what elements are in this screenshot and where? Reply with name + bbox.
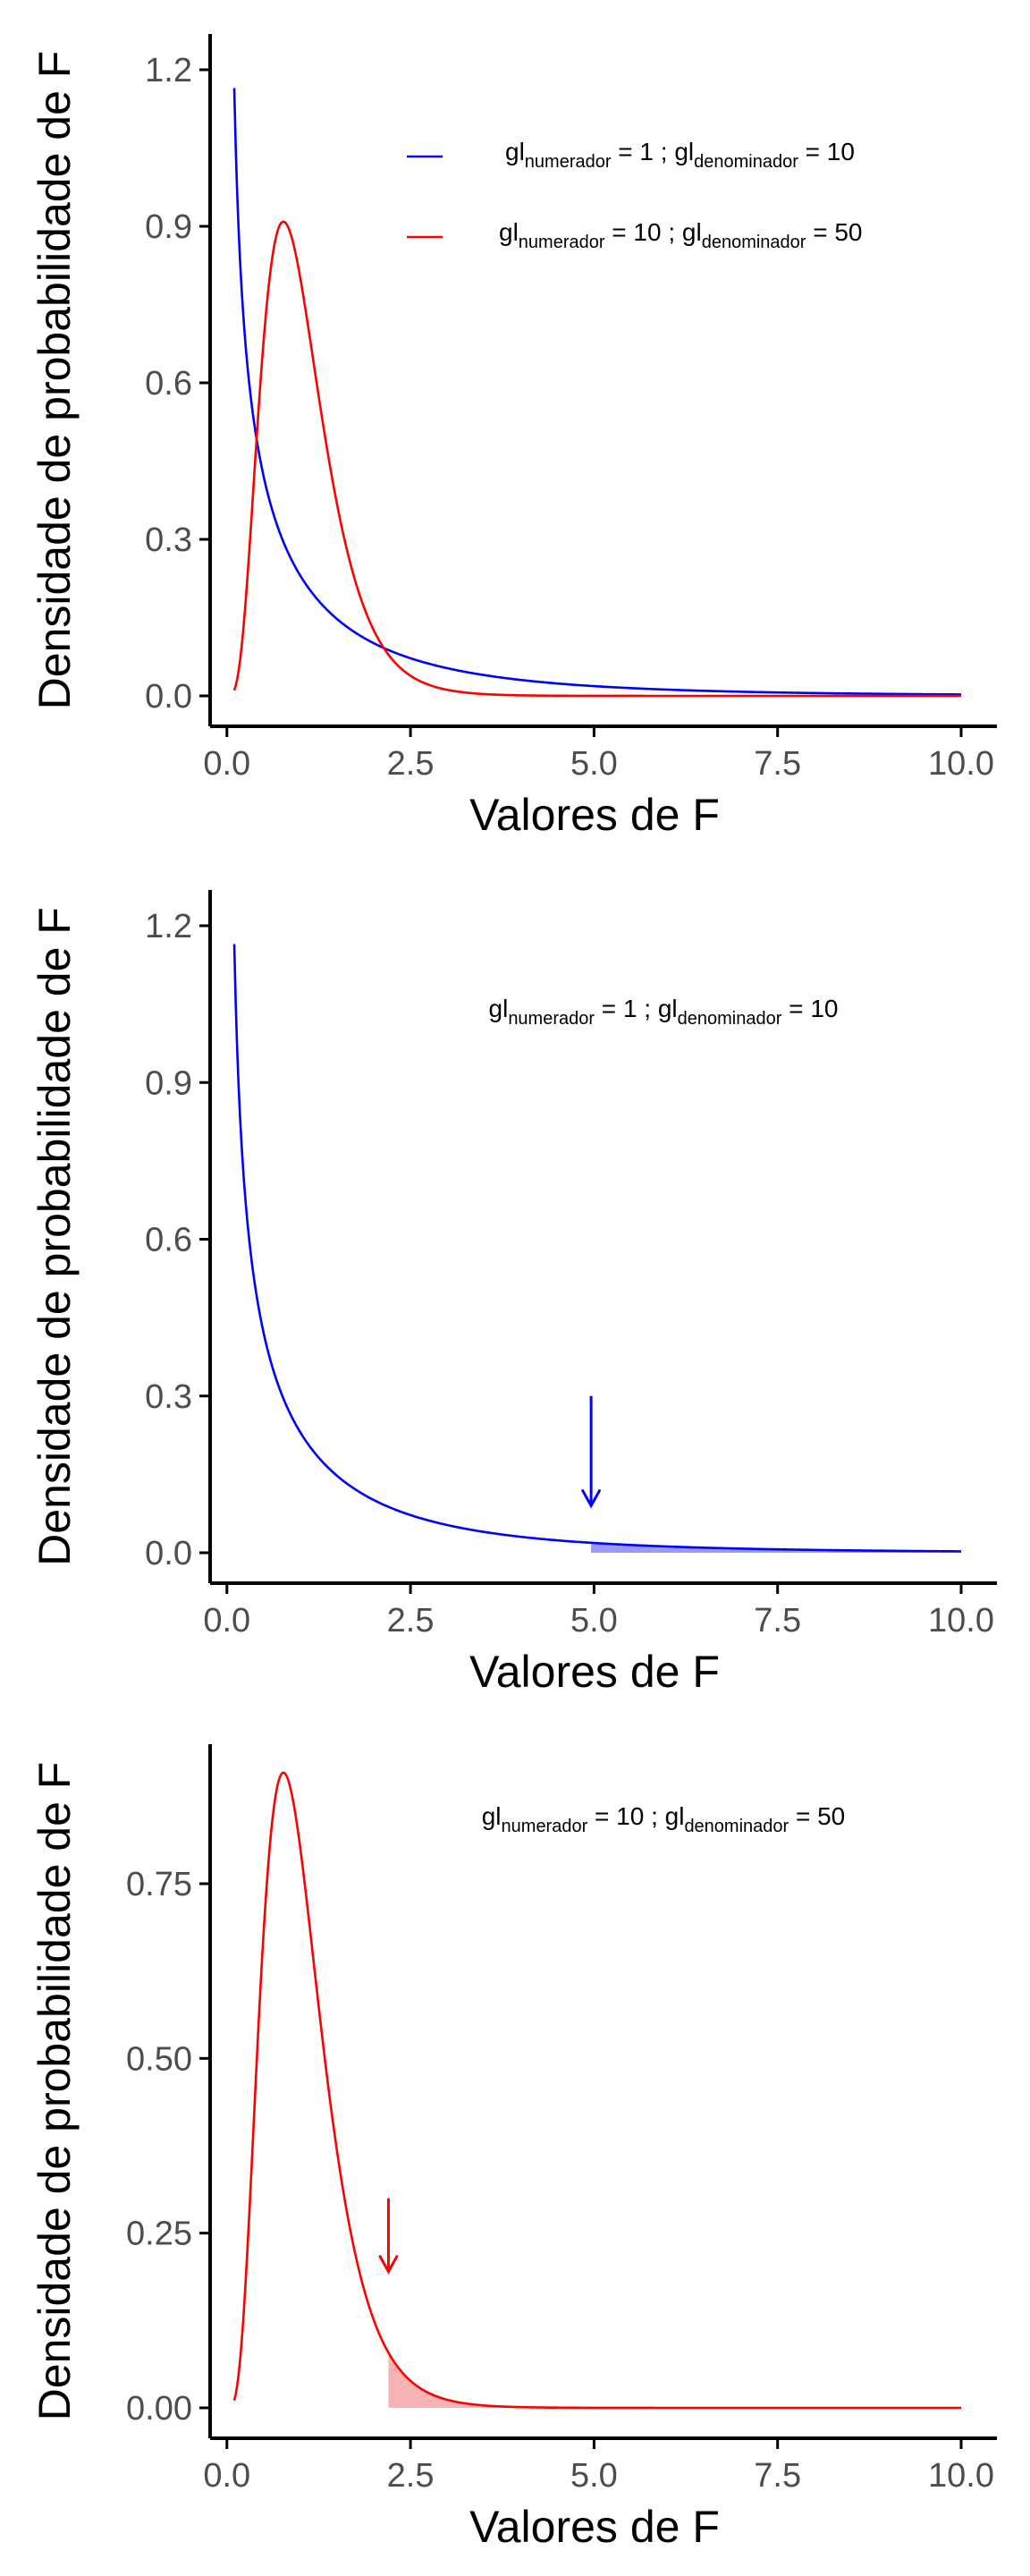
series-line-1 bbox=[232, 1771, 961, 2410]
y-tick-label: 0.9 bbox=[145, 208, 192, 246]
x-tick-label: 7.5 bbox=[754, 745, 801, 783]
x-tick-label: 5.0 bbox=[570, 1602, 618, 1640]
x-tick-label: 5.0 bbox=[570, 745, 618, 783]
x-tick-label: 0.0 bbox=[203, 745, 250, 783]
x-tick-label: 2.5 bbox=[387, 745, 435, 783]
y-tick-label: 0.0 bbox=[145, 678, 192, 716]
x-axis-title: Valores de F bbox=[469, 2502, 720, 2552]
x-axis-title: Valores de F bbox=[469, 1647, 720, 1697]
series-line-2 bbox=[232, 220, 961, 698]
y-tick-label: 1.2 bbox=[145, 908, 192, 945]
series-line-1 bbox=[232, 944, 962, 1553]
legend-label-1: glnumerador = 1 ; gldenominador = 10 bbox=[505, 138, 855, 172]
chart-panel-3: 0.00 0.25 0.50 0.75 0.0 2.5 5.0 7.5 10.0 Valores … bbox=[30, 1744, 997, 2552]
annotation-label: glnumerador = 10 ; gldenominador = 50 bbox=[482, 1802, 846, 1836]
y-tick-label: 0.6 bbox=[145, 365, 192, 402]
x-tick-label: 10.0 bbox=[928, 745, 994, 783]
chart-panel-2: 0.0 0.3 0.6 0.9 1.2 0.0 2.5 5.0 7.5 10.0 Valores d… bbox=[30, 890, 997, 1697]
arrow-head bbox=[378, 2254, 399, 2275]
y-axis-title: Densidade de probabilidade de F bbox=[30, 1762, 80, 2421]
x-tick-label: 2.5 bbox=[387, 2457, 435, 2495]
series-line-1 bbox=[232, 88, 962, 696]
y-tick-label: 0.50 bbox=[126, 2040, 192, 2078]
y-axis-title: Densidade de probabilidade de F bbox=[30, 51, 80, 710]
y-tick-label: 1.2 bbox=[145, 52, 192, 89]
shaded-tail-area bbox=[591, 1542, 961, 1553]
y-axis-title: Densidade de probabilidade de F bbox=[30, 907, 80, 1566]
y-tick-label: 0.75 bbox=[126, 1866, 192, 1903]
y-tick-label: 0.3 bbox=[145, 521, 192, 559]
chart-panel-1: 0.0 0.3 0.6 0.9 1.2 0.0 2.5 5.0 7.5 10.0 Valores d… bbox=[30, 34, 997, 840]
y-tick-label: 0.3 bbox=[145, 1378, 192, 1416]
y-tick-label: 0.9 bbox=[145, 1064, 192, 1102]
x-tick-label: 2.5 bbox=[387, 1602, 435, 1640]
annotation-label: glnumerador = 1 ; gldenominador = 10 bbox=[489, 995, 839, 1029]
y-tick-label: 0.0 bbox=[145, 1535, 192, 1572]
shaded-tail-area bbox=[388, 2352, 961, 2408]
x-tick-label: 5.0 bbox=[570, 2457, 618, 2495]
x-axis-title: Valores de F bbox=[469, 790, 720, 840]
x-tick-label: 0.0 bbox=[203, 1602, 250, 1640]
x-tick-label: 0.0 bbox=[203, 2457, 250, 2495]
x-tick-label: 7.5 bbox=[754, 2457, 801, 2495]
y-tick-label: 0.6 bbox=[145, 1222, 192, 1259]
y-tick-label: 0.25 bbox=[126, 2216, 192, 2253]
y-tick-label: 0.00 bbox=[126, 2390, 192, 2428]
arrow-head bbox=[580, 1488, 602, 1509]
x-tick-label: 7.5 bbox=[754, 1602, 801, 1640]
x-tick-label: 10.0 bbox=[928, 2457, 994, 2495]
legend-label-2: glnumerador = 10 ; gldenominador = 50 bbox=[499, 218, 863, 252]
x-tick-label: 10.0 bbox=[928, 1602, 994, 1640]
